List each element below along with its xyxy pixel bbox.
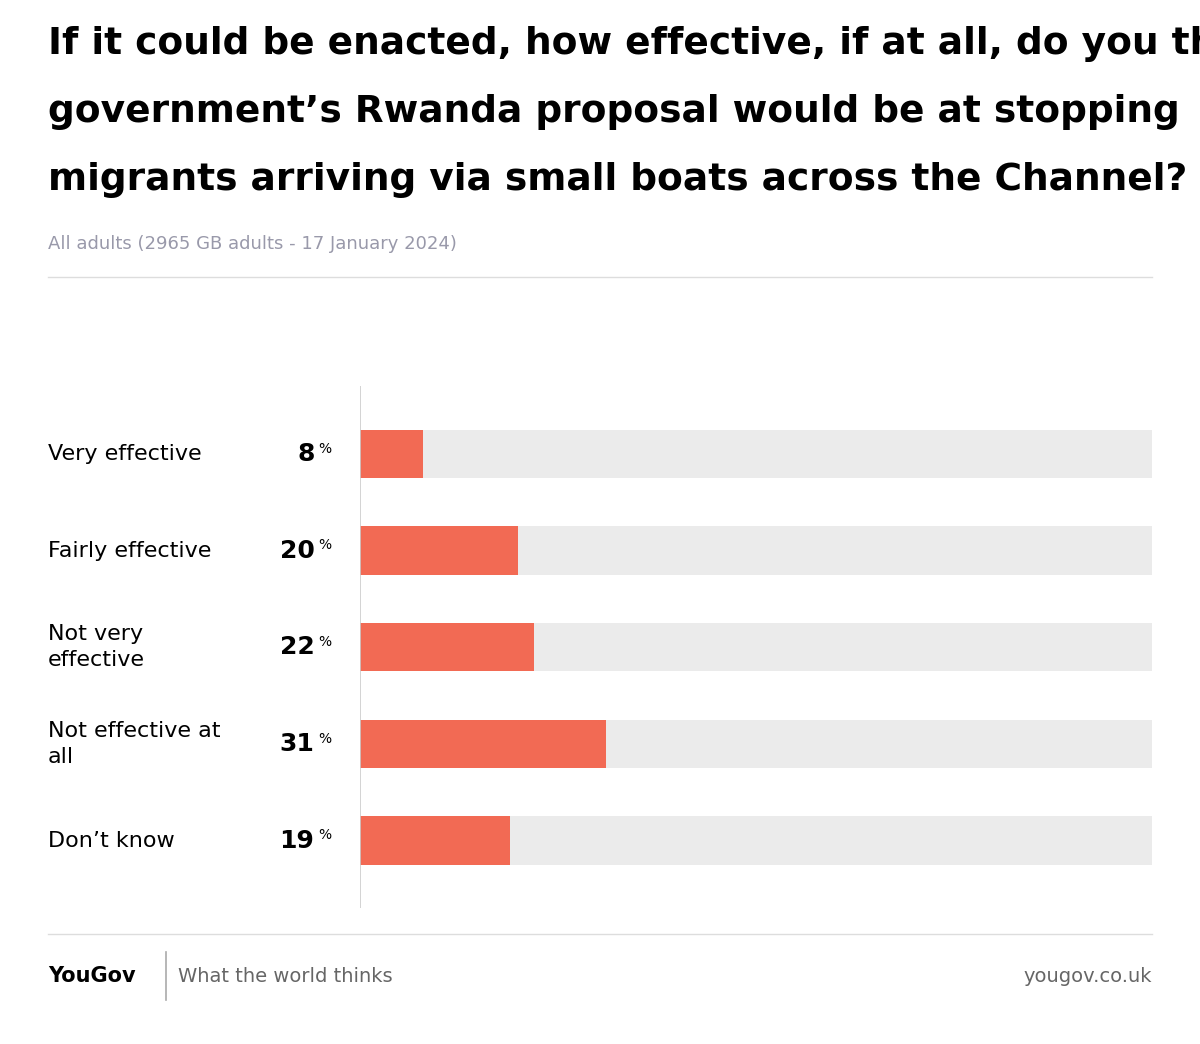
Text: %: % (318, 635, 331, 649)
Text: If it could be enacted, how effective, if at all, do you think the: If it could be enacted, how effective, i… (48, 26, 1200, 62)
Text: Not effective at
all: Not effective at all (48, 720, 221, 767)
Text: Fairly effective: Fairly effective (48, 541, 211, 561)
Bar (360, 816, 1152, 864)
Text: YouGov: YouGov (48, 966, 136, 987)
Text: %: % (318, 442, 331, 456)
Bar (360, 430, 1152, 478)
Text: Very effective: Very effective (48, 444, 202, 464)
Bar (360, 816, 510, 864)
Text: What the world thinks: What the world thinks (178, 967, 392, 986)
Text: %: % (318, 828, 331, 843)
Bar (360, 719, 1152, 768)
Text: government’s Rwanda proposal would be at stopping: government’s Rwanda proposal would be at… (48, 94, 1180, 129)
Text: Not very
effective: Not very effective (48, 624, 145, 670)
Text: 8: 8 (298, 442, 314, 466)
Bar (360, 623, 534, 671)
Text: 19: 19 (280, 829, 314, 853)
Text: 31: 31 (280, 732, 314, 756)
Text: migrants arriving via small boats across the Channel?: migrants arriving via small boats across… (48, 162, 1187, 197)
Text: %: % (318, 539, 331, 552)
Text: Don’t know: Don’t know (48, 831, 175, 851)
Bar (360, 526, 1152, 575)
Text: All adults (2965 GB adults - 17 January 2024): All adults (2965 GB adults - 17 January … (48, 235, 457, 253)
Text: %: % (318, 732, 331, 745)
Bar (360, 526, 518, 575)
Bar (360, 430, 424, 478)
Text: yougov.co.uk: yougov.co.uk (1024, 967, 1152, 986)
Text: 20: 20 (280, 539, 314, 563)
Bar (360, 623, 1152, 671)
Bar (360, 719, 606, 768)
Text: 22: 22 (280, 636, 314, 659)
